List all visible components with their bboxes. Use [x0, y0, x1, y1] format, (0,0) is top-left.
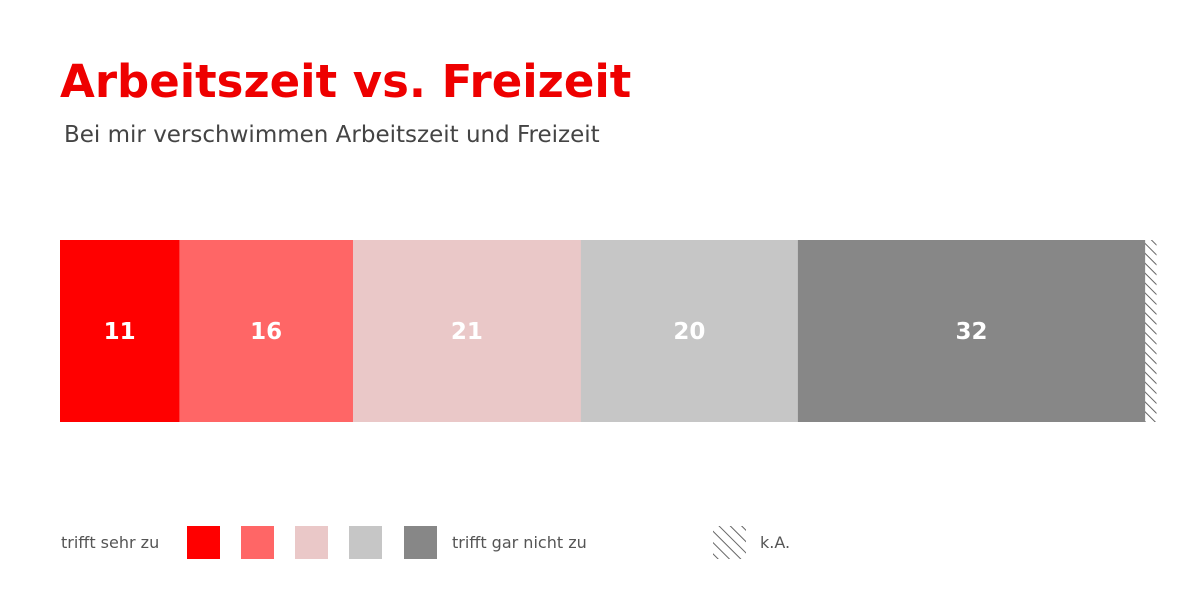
legend-swatch-5	[404, 526, 437, 559]
legend-swatch-2	[241, 526, 274, 559]
legend-swatch-na	[713, 526, 746, 559]
bar-segment-1	[60, 240, 180, 422]
bar-value-labels: 11 16 21 20 32	[104, 319, 988, 345]
chart-subtitle: Bei mir verschwimmen Arbeitszeit und Fre…	[64, 122, 600, 148]
bar-value-label-5: 32	[956, 319, 988, 345]
bar-value-label-2: 16	[250, 319, 282, 345]
bar-segment-2	[179, 240, 354, 422]
legend-swatch-1	[187, 526, 220, 559]
bar-segment-3	[352, 240, 582, 422]
legend-swatch-4	[349, 526, 382, 559]
bar-value-label-3: 21	[451, 319, 483, 345]
legend-label-na: k.A.	[760, 533, 791, 552]
bar-segments	[60, 240, 1157, 422]
bar-segment-5	[797, 240, 1146, 422]
legend-label-left: trifft sehr zu	[61, 533, 160, 552]
chart-title: Arbeitszeit vs. Freizeit	[60, 55, 632, 108]
bar-value-label-4: 20	[673, 319, 705, 345]
bar-segment-na	[1145, 240, 1157, 422]
legend-label-right: trifft gar nicht zu	[452, 533, 587, 552]
bar-value-label-1: 11	[104, 319, 136, 345]
legend-swatch-3	[295, 526, 328, 559]
bar-segment-4	[580, 240, 799, 422]
legend-swatches	[187, 526, 746, 559]
